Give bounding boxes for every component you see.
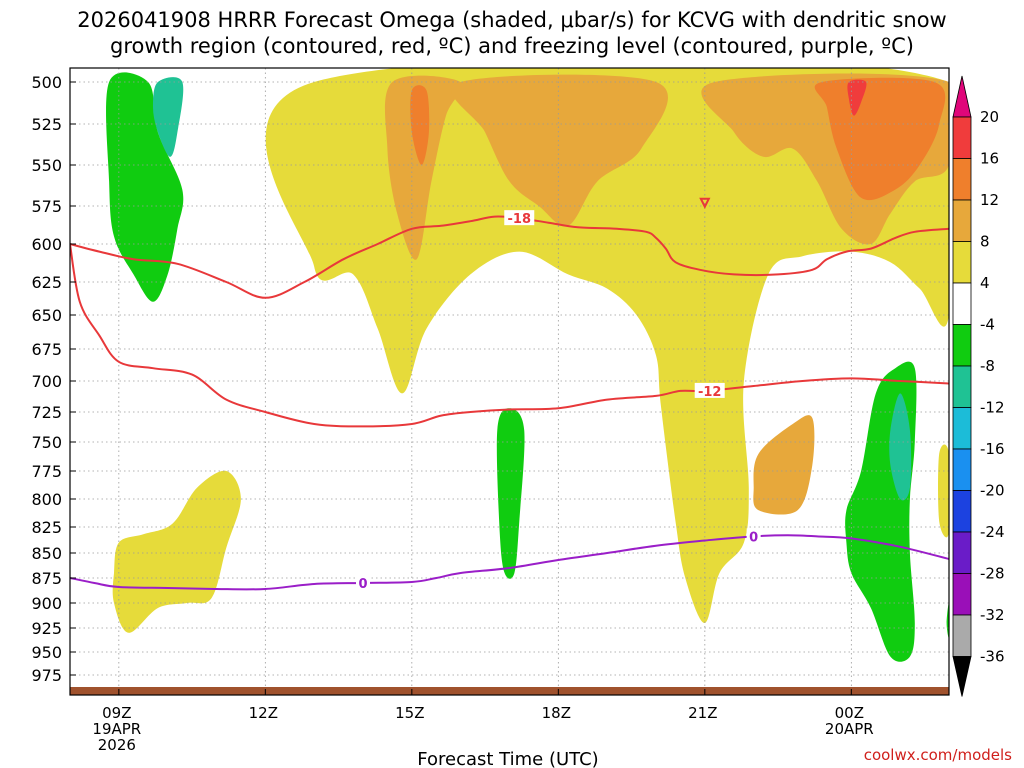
colorbar-bottom-arrow <box>952 656 972 697</box>
omega-region-4 <box>410 85 430 165</box>
colorbar-label: -28 <box>980 565 1005 583</box>
y-tick-label: 950 <box>31 643 62 662</box>
y-tick-label: 775 <box>31 462 62 481</box>
omega-region-3 <box>384 75 464 260</box>
pressure-axis: 500 525 550 575 600 625 650 675 700 725 750 775 800 8… <box>31 73 76 685</box>
contour-label-0: -18 <box>508 212 532 227</box>
x-tick-label: 18Z <box>542 704 571 722</box>
colorbar-bin <box>952 573 972 616</box>
omega-region-1 <box>153 77 184 157</box>
y-tick-label: 700 <box>31 372 62 391</box>
colorbar-label: -12 <box>980 399 1005 417</box>
omega-shading <box>106 68 949 662</box>
y-tick-label: 925 <box>31 619 62 638</box>
contour-label-1: -12 <box>698 385 722 400</box>
omega-region-5 <box>451 74 668 227</box>
x-axis-title: Forecast Time (UTC) <box>417 749 598 768</box>
colorbar-label: -20 <box>980 482 1005 500</box>
omega-region-12 <box>496 408 525 579</box>
contour-line-2 <box>70 534 949 591</box>
colorbar-bin <box>952 490 972 533</box>
colorbar-bin <box>952 407 972 450</box>
contour-lines: -18 -12 0 0 <box>70 197 949 592</box>
x-tick-label: 19APR <box>92 720 141 738</box>
plot-area: -18 -12 0 0 <box>69 67 950 696</box>
x-tick-label: 12Z <box>249 704 278 722</box>
y-tick-label: 675 <box>31 340 62 359</box>
colorbar-bin <box>952 448 972 491</box>
contour-label-bg-1 <box>694 382 725 398</box>
colorbar-label: -4 <box>980 316 995 334</box>
omega-region-2 <box>265 68 949 624</box>
contour-line-1 <box>70 243 949 428</box>
y-tick-label: 800 <box>31 490 62 509</box>
y-tick-label: 825 <box>31 518 62 537</box>
colorbar-label: 20 <box>980 108 999 126</box>
contour-marker <box>699 197 711 209</box>
x-tick-label: 00Z <box>835 704 864 722</box>
ground-strip <box>70 687 949 695</box>
y-tick-label: 575 <box>31 197 62 216</box>
y-tick-label: 750 <box>31 433 62 452</box>
colorbar-bin <box>952 324 972 367</box>
colorbar-bin <box>952 158 972 201</box>
omega-region-7 <box>814 77 946 201</box>
colorbar-label: 12 <box>980 191 999 209</box>
y-tick-label: 850 <box>31 544 62 563</box>
chart-title-line2: growth region (contoured, red, ºC) and f… <box>110 34 914 58</box>
y-tick-label: 725 <box>31 403 62 422</box>
omega-region-9 <box>112 470 241 633</box>
colorbar-label: 16 <box>980 150 999 168</box>
colorbar-label: 8 <box>980 233 990 251</box>
y-tick-label: 625 <box>31 273 62 292</box>
omega-region-14 <box>889 393 912 501</box>
colorbar-bin <box>952 365 972 408</box>
y-tick-label: 550 <box>31 156 62 175</box>
colorbar-top-arrow <box>952 75 972 118</box>
colorbar-bin <box>952 282 972 325</box>
y-tick-label: 975 <box>31 666 62 685</box>
credit-text: coolwx.com/models <box>864 746 1012 764</box>
contour-label-bg-2 <box>356 575 370 590</box>
omega-region-8 <box>847 79 867 116</box>
omega-region-10 <box>753 415 815 515</box>
contour-label-3: 0 <box>749 530 758 545</box>
contour-label-2: 0 <box>358 577 367 592</box>
colorbar-label: -16 <box>980 440 1005 458</box>
y-tick-label: 500 <box>31 73 62 92</box>
y-tick-label: 600 <box>31 235 62 254</box>
x-tick-label: 15Z <box>395 704 424 722</box>
y-tick-label: 650 <box>31 306 62 325</box>
colorbar-label: -32 <box>980 606 1005 624</box>
x-tick-label: 2026 <box>98 736 136 754</box>
x-tick-label: 09Z <box>102 704 131 722</box>
colorbar-label: 4 <box>980 274 990 292</box>
colorbar-bin <box>952 241 972 284</box>
colorbar-label: -8 <box>980 357 995 375</box>
x-tick-label: 20APR <box>825 720 874 738</box>
colorbar-bin <box>952 531 972 574</box>
grid-lines <box>70 68 949 695</box>
y-tick-label: 525 <box>31 115 62 134</box>
colorbar: 20 16 12 8 4 -4 -8 -12 -16 -20 -24 -28 -32 -36 <box>952 75 1005 697</box>
contour-label-bg-0 <box>504 210 535 226</box>
contour-label-bg-3 <box>746 528 761 544</box>
y-tick-label: 875 <box>31 569 62 588</box>
chart-title-line1: 2026041908 HRRR Forecast Omega (shaded, … <box>77 8 946 32</box>
colorbar-label: -24 <box>980 523 1005 541</box>
omega-region-0 <box>106 72 184 302</box>
omega-region-11 <box>938 444 949 538</box>
colorbar-label: -36 <box>980 648 1005 666</box>
colorbar-bin <box>952 116 972 159</box>
colorbar-bin <box>952 614 972 657</box>
colorbar-bin <box>952 199 972 242</box>
x-tick-label: 21Z <box>688 704 717 722</box>
contour-line-0 <box>70 215 949 299</box>
y-tick-label: 900 <box>31 594 62 613</box>
